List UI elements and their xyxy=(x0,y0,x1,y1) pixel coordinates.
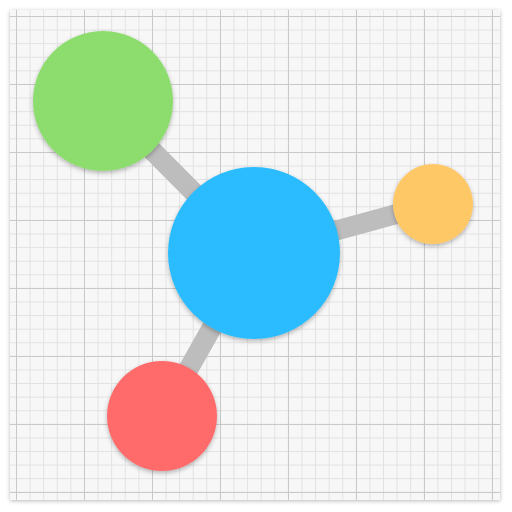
red-node xyxy=(107,361,217,471)
green-node xyxy=(33,31,173,171)
nodes xyxy=(33,31,473,471)
orange-node xyxy=(393,164,473,244)
center-node xyxy=(168,167,340,339)
